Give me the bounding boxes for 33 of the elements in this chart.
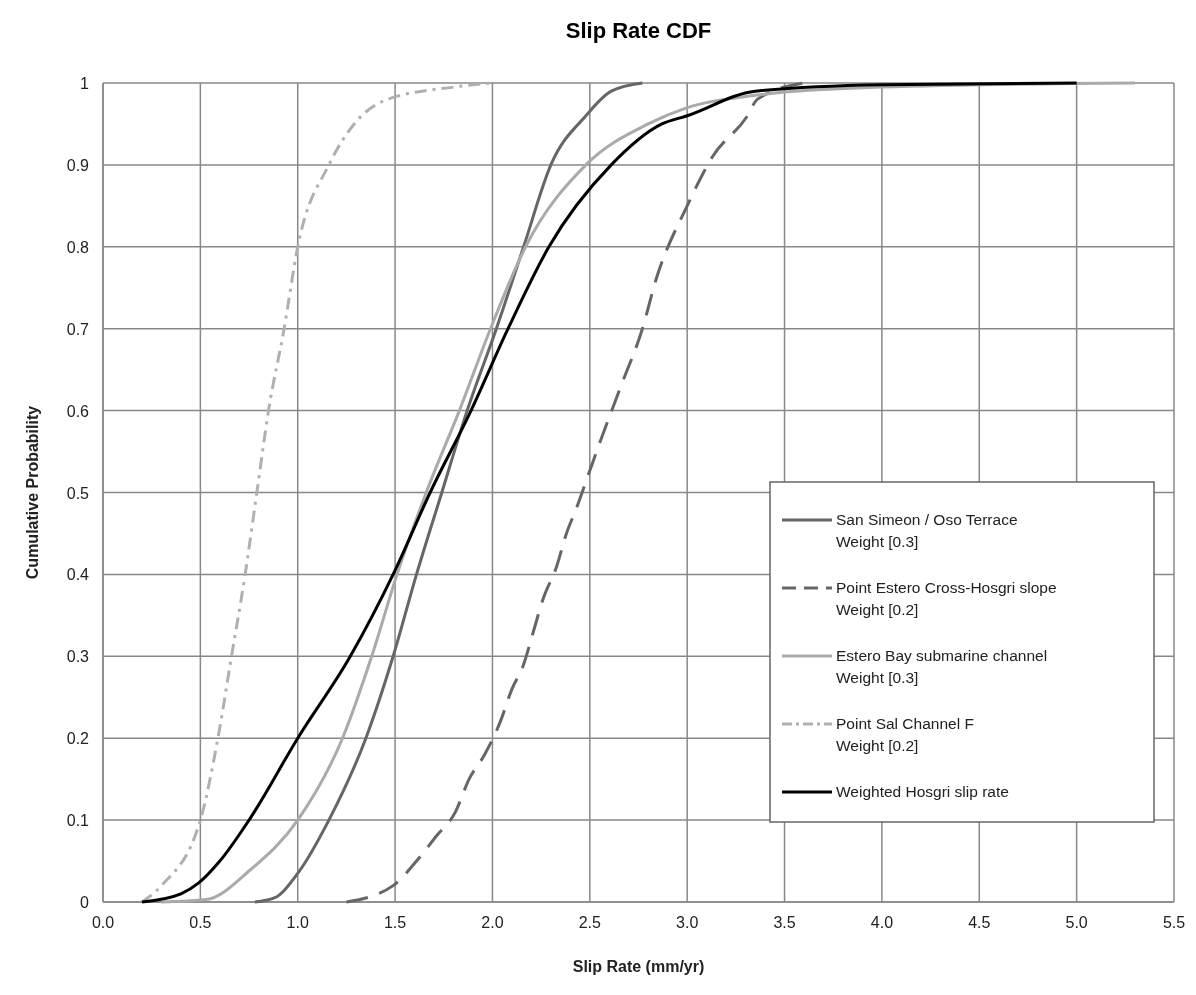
legend-label: Point Sal Channel F Weight [0.2] (836, 715, 974, 754)
legend-label: Estero Bay submarine channel Weight [0.3] (836, 647, 1048, 686)
x-tick-label: 1.5 (383, 914, 407, 931)
x-tick-label: 3.0 (676, 914, 699, 931)
y-tick-label: 0.4 (66, 566, 90, 584)
x-tick-label: 4.0 (870, 914, 894, 931)
legend-label: Point Estero Cross-Hosgri slope Weight [0.2] (836, 579, 1057, 618)
y-axis-title: Cumulative Probability (24, 405, 41, 580)
legend-label: Weighted Hosgri slip rate (836, 783, 1009, 800)
y-tick-label: 0 (80, 894, 90, 911)
line-series (344, 81, 806, 904)
legend-label: San Simeon / Oso Terrace Weight [0.3] (836, 511, 1018, 550)
x-tick-label: 4.5 (968, 914, 991, 931)
y-tick-label: 0.1 (66, 812, 90, 830)
x-tick-label: 2.0 (481, 914, 504, 931)
y-tick-label: 0.2 (66, 730, 90, 748)
x-tick-label: 5.5 (1162, 914, 1186, 931)
y-tick-label: 1 (80, 75, 90, 92)
y-tick-label: 0.8 (66, 238, 90, 256)
chart-title: Slip Rate CDF (565, 18, 712, 43)
line-series (253, 81, 644, 904)
y-tick-label: 0.5 (66, 484, 90, 502)
y-tick-label: 0.7 (66, 320, 90, 338)
x-tick-label: 2.5 (578, 914, 602, 931)
y-tick-label: 0.3 (66, 648, 90, 666)
x-axis-title: Slip Rate (mm/yr) (572, 958, 705, 975)
x-tick-label: 0.5 (189, 914, 212, 931)
x-tick-label: 1.0 (286, 914, 309, 931)
x-tick-label: 3.5 (773, 914, 796, 931)
y-tick-label: 0.9 (66, 156, 90, 174)
x-tick-label: 0.0 (91, 914, 115, 931)
x-tick-label: 5.0 (1065, 914, 1088, 931)
y-tick-label: 0.6 (66, 402, 90, 420)
